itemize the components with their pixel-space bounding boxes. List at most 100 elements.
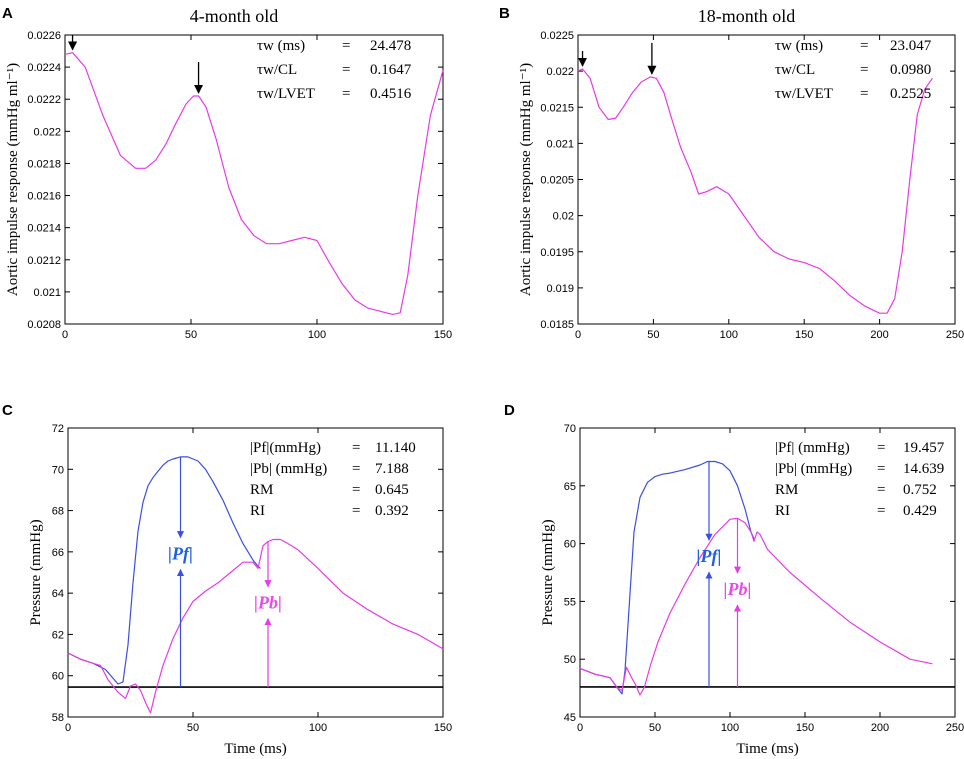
annotation-equals: = <box>352 440 360 456</box>
annotation-value: 0.429 <box>903 503 937 519</box>
annotation-equals: = <box>352 482 360 498</box>
y-tick-label: 0.0208 <box>27 319 61 331</box>
magnitude-label-pb: |Pb| <box>724 579 752 599</box>
plot-frame <box>577 34 956 325</box>
annotation-value: 0.0980 <box>890 62 931 78</box>
annotation-equals: = <box>342 86 350 102</box>
series-line-impulse-response <box>577 68 933 314</box>
annotation-value: 0.645 <box>375 482 409 498</box>
annotation-equals: = <box>877 461 885 477</box>
plot-frame <box>64 34 444 325</box>
y-tick-label: 0.02 <box>553 211 574 223</box>
y-tick-label: 62 <box>52 629 64 641</box>
annotation-label: τw (ms) <box>257 38 305 54</box>
annotation-label: |Pb| (mmHg) <box>775 461 852 477</box>
annotation-label: τw/LVET <box>775 86 833 102</box>
annotation-label: RM <box>250 482 273 498</box>
x-axis-label: Time (ms) <box>224 741 286 757</box>
x-tick-label: 200 <box>870 329 888 341</box>
annotation-value: 23.047 <box>890 38 932 54</box>
x-tick-label: 150 <box>434 329 452 341</box>
y-tick-label: 68 <box>52 506 64 518</box>
x-tick-label: 100 <box>720 329 738 341</box>
y-tick-label: 65 <box>564 481 576 493</box>
x-tick-label: 0 <box>65 722 71 734</box>
y-tick-label: 66 <box>52 547 64 559</box>
annotation-value: 19.457 <box>903 440 945 456</box>
annotation-value: 7.188 <box>375 461 409 477</box>
y-tick-label: 0.0205 <box>540 175 574 187</box>
y-tick-label: 0.0195 <box>540 247 574 259</box>
plot-frame <box>67 427 444 718</box>
x-tick-label: 50 <box>187 722 199 734</box>
annotation-value: 0.1647 <box>370 62 412 78</box>
magnitude-label-pf: |Pf| <box>168 544 193 564</box>
annotation-equals: = <box>352 461 360 477</box>
chart-title: 18-month old <box>698 6 796 26</box>
panel-letter-a: A <box>2 5 13 22</box>
y-tick-label: 70 <box>52 464 64 476</box>
y-tick-label: 0.0225 <box>540 30 574 42</box>
y-tick-label: 50 <box>564 654 576 666</box>
annotation-label: RI <box>775 503 790 519</box>
annotation-label: τw/CL <box>775 62 815 78</box>
annotation-value: 0.752 <box>903 482 937 498</box>
y-tick-label: 0.022 <box>546 66 574 78</box>
series-line-impulse-response <box>64 52 444 315</box>
annotation-value: 0.392 <box>375 503 409 519</box>
x-tick-label: 100 <box>721 722 739 734</box>
x-tick-label: 0 <box>577 722 583 734</box>
y-tick-label: 0.021 <box>546 138 574 150</box>
annotation-label: |Pf|(mmHg) <box>250 440 321 456</box>
y-axis-label: Pressure (mmHg) <box>540 519 556 625</box>
annotation-label: |Pf| (mmHg) <box>775 440 850 456</box>
annotation-value: 0.2525 <box>890 86 931 102</box>
x-axis-label: Time (ms) <box>736 741 798 757</box>
x-tick-label: 0 <box>62 329 68 341</box>
annotation-equals: = <box>877 482 885 498</box>
series-line-backward-wave <box>579 517 933 696</box>
chart-c: 0 50 100 150 58 60 62 64 66 68 70 72 Time (ms) Pressu… <box>28 423 452 757</box>
y-tick-label: 0.0218 <box>27 158 61 170</box>
annotation-equals: = <box>860 38 868 54</box>
annotation-equals: = <box>877 440 885 456</box>
y-tick-label: 0.0226 <box>27 30 61 42</box>
annotation-equals: = <box>342 38 350 54</box>
panel-letter-c: C <box>2 402 13 419</box>
annotation-equals: = <box>352 503 360 519</box>
x-tick-label: 250 <box>946 722 964 734</box>
plot-frame <box>579 427 956 718</box>
x-tick-label: 50 <box>649 722 661 734</box>
magnitude-label-pb: |Pb| <box>254 593 282 613</box>
x-tick-label: 250 <box>946 329 964 341</box>
annotation-value: 14.639 <box>903 461 944 477</box>
annotation-equals: = <box>860 62 868 78</box>
magnitude-label-pf: |Pf| <box>697 546 722 566</box>
y-tick-label: 0.0224 <box>27 62 61 74</box>
annotation-equals: = <box>877 503 885 519</box>
x-tick-label: 150 <box>795 329 813 341</box>
x-tick-label: 150 <box>796 722 814 734</box>
x-tick-label: 200 <box>871 722 889 734</box>
x-tick-label: 50 <box>647 329 659 341</box>
annotation-label: τw (ms) <box>775 38 823 54</box>
chart-a: 0 50 100 150 0.0208 0.021 0.0212 0.0214 0.0216 0.… <box>5 6 452 341</box>
y-tick-label: 0.019 <box>546 283 574 295</box>
panel-letter-d: D <box>504 402 515 419</box>
series-line-forward-wave <box>67 456 261 685</box>
y-tick-label: 0.021 <box>33 287 61 299</box>
series-line-forward-wave <box>579 460 755 695</box>
annotation-label: τw/LVET <box>257 86 315 102</box>
y-tick-label: 60 <box>52 671 64 683</box>
annotation-label: |Pb| (mmHg) <box>250 461 327 477</box>
annotation-label: RM <box>775 482 798 498</box>
panel-letter-b: B <box>499 5 510 22</box>
chart-title: 4-month old <box>190 6 279 26</box>
y-axis-label: Aortic impulse response (mmHg ml⁻¹) <box>518 63 534 296</box>
annotation-label: τw/CL <box>257 62 297 78</box>
x-tick-label: 100 <box>308 329 326 341</box>
x-tick-label: 100 <box>309 722 327 734</box>
y-tick-label: 72 <box>52 423 64 435</box>
y-tick-label: 0.0222 <box>27 94 61 106</box>
